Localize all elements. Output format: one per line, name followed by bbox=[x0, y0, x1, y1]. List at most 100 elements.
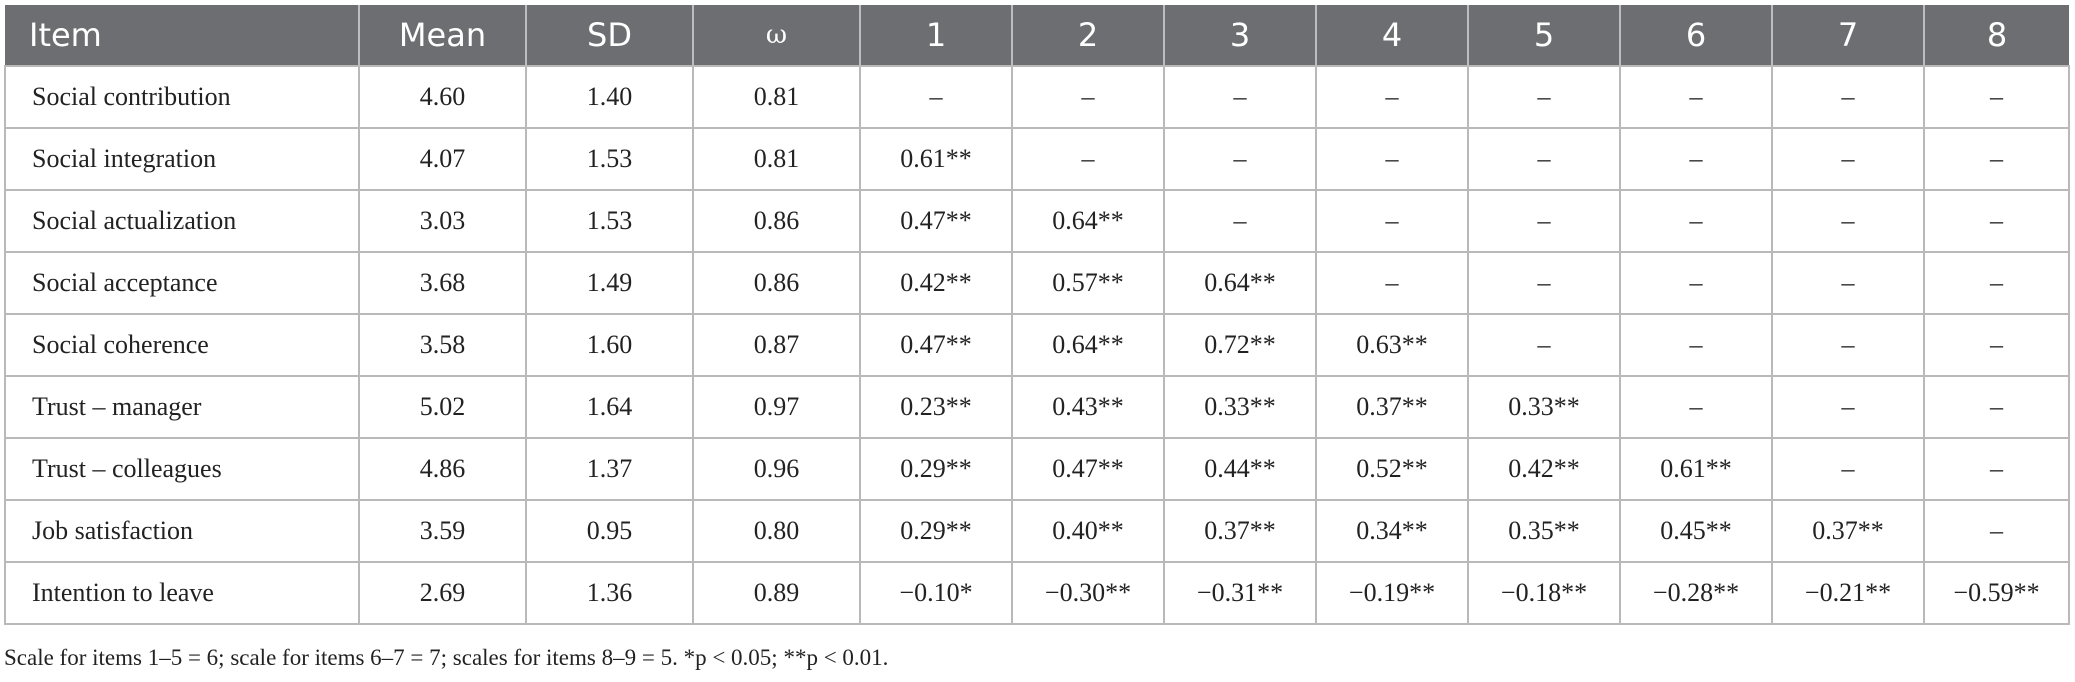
table-cell: 2.69 bbox=[358, 561, 527, 625]
table-cell: 3.03 bbox=[358, 189, 527, 253]
table-cell: 3.59 bbox=[358, 499, 527, 563]
table-cell: 4.07 bbox=[358, 127, 527, 191]
table-cell: 1.40 bbox=[525, 65, 694, 129]
table-cell: −0.10* bbox=[859, 561, 1013, 625]
table-cell: – bbox=[1619, 127, 1773, 191]
table-cell: 0.42** bbox=[1467, 437, 1621, 501]
table-row: Trust – manager 5.02 1.64 0.97 0.23** 0.43** 0… bbox=[4, 375, 2070, 439]
table-cell: 0.81 bbox=[692, 65, 861, 129]
table-cell: – bbox=[1315, 189, 1469, 253]
header-col-6: 6 bbox=[1620, 5, 1773, 66]
table-cell: – bbox=[1619, 189, 1773, 253]
table-cell: 0.95 bbox=[525, 499, 694, 563]
table-cell: 0.23** bbox=[859, 375, 1013, 439]
row-label: Social actualization bbox=[4, 189, 360, 253]
table-cell: 1.53 bbox=[525, 189, 694, 253]
table-cell: 0.37** bbox=[1771, 499, 1925, 563]
table-cell: – bbox=[1771, 375, 1925, 439]
table-cell: 0.72** bbox=[1163, 313, 1317, 377]
table-cell: 0.97 bbox=[692, 375, 861, 439]
table-cell: 0.33** bbox=[1163, 375, 1317, 439]
table-cell: 0.87 bbox=[692, 313, 861, 377]
header-col-8: 8 bbox=[1924, 5, 2069, 66]
table-cell: 1.64 bbox=[525, 375, 694, 439]
table-cell: – bbox=[1467, 127, 1621, 191]
table-cell: – bbox=[1923, 127, 2070, 191]
table-cell: – bbox=[1923, 499, 2070, 563]
row-label: Social integration bbox=[4, 127, 360, 191]
row-label: Social contribution bbox=[4, 65, 360, 129]
table-cell: 1.60 bbox=[525, 313, 694, 377]
table-cell: 0.57** bbox=[1011, 251, 1165, 315]
table-cell: 0.40** bbox=[1011, 499, 1165, 563]
table-cell: – bbox=[1467, 189, 1621, 253]
table-cell: 0.37** bbox=[1163, 499, 1317, 563]
table-cell: – bbox=[1923, 375, 2070, 439]
table-cell: – bbox=[1923, 437, 2070, 501]
table-cell: 0.34** bbox=[1315, 499, 1469, 563]
header-col-7: 7 bbox=[1772, 5, 1925, 66]
table-cell: −0.31** bbox=[1163, 561, 1317, 625]
table-row: Intention to leave 2.69 1.36 0.89 −0.10* −0.3… bbox=[4, 561, 2070, 625]
header-col-4: 4 bbox=[1316, 5, 1469, 66]
table-cell: −0.28** bbox=[1619, 561, 1773, 625]
table-cell: 0.89 bbox=[692, 561, 861, 625]
table-cell: 0.35** bbox=[1467, 499, 1621, 563]
table-cell: – bbox=[1771, 251, 1925, 315]
header-sd: SD bbox=[526, 5, 694, 66]
table-cell: – bbox=[1619, 313, 1773, 377]
table-cell: 0.86 bbox=[692, 189, 861, 253]
table-cell: – bbox=[1771, 65, 1925, 129]
table-row: Trust – colleagues 4.86 1.37 0.96 0.29** 0.47… bbox=[4, 437, 2070, 501]
table-cell: 0.61** bbox=[859, 127, 1013, 191]
table-row: Social integration 4.07 1.53 0.81 0.61** – – – –… bbox=[4, 127, 2070, 191]
table-cell: 0.29** bbox=[859, 499, 1013, 563]
table-footnote: Scale for items 1–5 = 6; scale for items… bbox=[4, 645, 889, 670]
table-cell: – bbox=[1923, 65, 2070, 129]
table-cell: – bbox=[1163, 65, 1317, 129]
table-cell: 0.81 bbox=[692, 127, 861, 191]
table-cell: 0.64** bbox=[1011, 189, 1165, 253]
table-cell: 0.42** bbox=[859, 251, 1013, 315]
header-col-5: 5 bbox=[1468, 5, 1621, 66]
table-cell: – bbox=[1619, 65, 1773, 129]
table-cell: 1.36 bbox=[525, 561, 694, 625]
table-cell: 0.37** bbox=[1315, 375, 1469, 439]
table-cell: – bbox=[1923, 251, 2070, 315]
table-cell: – bbox=[1315, 127, 1469, 191]
row-label: Job satisfaction bbox=[4, 499, 360, 563]
table-cell: 0.43** bbox=[1011, 375, 1165, 439]
header-omega: ω bbox=[693, 5, 861, 66]
table-cell: 0.64** bbox=[1163, 251, 1317, 315]
table-cell: 0.80 bbox=[692, 499, 861, 563]
header-col-2: 2 bbox=[1012, 5, 1165, 66]
table-cell: −0.59** bbox=[1923, 561, 2070, 625]
row-label: Trust – manager bbox=[4, 375, 360, 439]
table-cell: 0.33** bbox=[1467, 375, 1621, 439]
row-label: Intention to leave bbox=[4, 561, 360, 625]
table-cell: – bbox=[1771, 189, 1925, 253]
table-cell: – bbox=[1467, 65, 1621, 129]
table-cell: – bbox=[1467, 251, 1621, 315]
table-cell: – bbox=[1315, 65, 1469, 129]
table-cell: – bbox=[1619, 375, 1773, 439]
table-cell: – bbox=[1011, 65, 1165, 129]
table-cell: 0.86 bbox=[692, 251, 861, 315]
table-cell: 0.52** bbox=[1315, 437, 1469, 501]
header-mean: Mean bbox=[359, 5, 527, 66]
table-cell: −0.19** bbox=[1315, 561, 1469, 625]
table-row: Social contribution 4.60 1.40 0.81– – – – – – – – bbox=[4, 65, 2070, 129]
table-cell: 3.58 bbox=[358, 313, 527, 377]
table-cell: −0.21** bbox=[1771, 561, 1925, 625]
table-cell: 1.37 bbox=[525, 437, 694, 501]
table-cell: 0.44** bbox=[1163, 437, 1317, 501]
table-cell: – bbox=[1771, 127, 1925, 191]
table-cell: 0.47** bbox=[859, 189, 1013, 253]
table-cell: −0.30** bbox=[1011, 561, 1165, 625]
table-cell: – bbox=[1163, 127, 1317, 191]
table-row: Social actualization 3.03 1.53 0.86 0.47** 0.… bbox=[4, 189, 2070, 253]
table-cell: – bbox=[1011, 127, 1165, 191]
header-item: Item bbox=[5, 5, 360, 66]
table-cell: – bbox=[1771, 437, 1925, 501]
table-cell: 0.29** bbox=[859, 437, 1013, 501]
